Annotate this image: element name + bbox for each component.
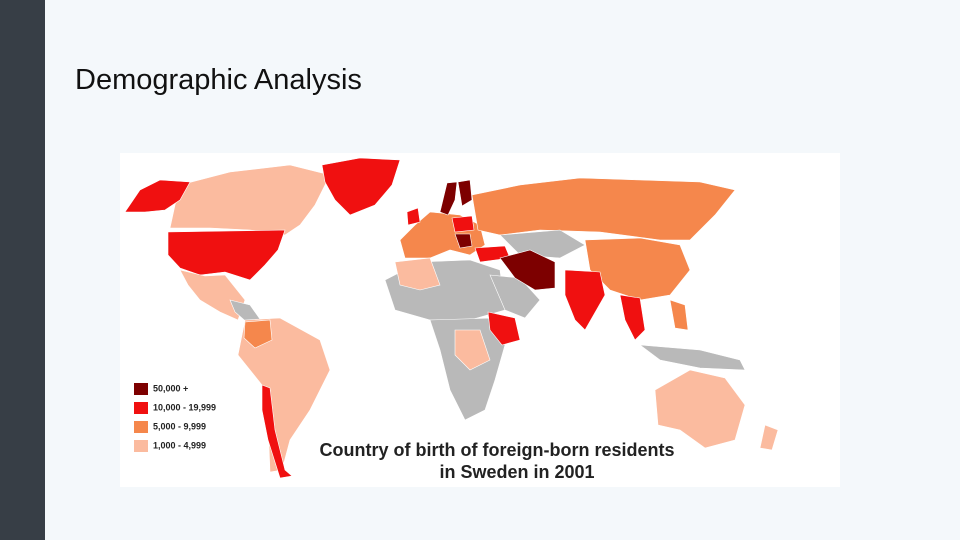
india	[564, 269, 606, 331]
poland	[451, 215, 475, 233]
balkans	[454, 233, 473, 249]
world-map: 50,000 + 10,000 - 19,999 5,000 - 9,999 1,00…	[120, 153, 840, 487]
south-america	[237, 317, 331, 473]
countries	[124, 157, 779, 479]
philippines	[669, 299, 689, 331]
horn-of-africa	[487, 311, 521, 346]
mexico	[179, 269, 246, 321]
greenland	[321, 157, 401, 216]
legend-swatch	[134, 421, 148, 433]
legend-label: 5,000 - 9,999	[153, 421, 206, 431]
new-zealand	[759, 424, 779, 451]
legend-label: 10,000 - 19,999	[153, 402, 216, 412]
colombia	[243, 319, 273, 349]
canada	[169, 164, 331, 236]
uk	[406, 207, 421, 226]
alaska	[124, 179, 191, 213]
chile	[261, 384, 293, 479]
iran-iraq	[499, 249, 556, 291]
map-title: Country of birth of foreign-born residen…	[320, 440, 675, 460]
kazakhstan	[499, 229, 586, 259]
sweden	[439, 181, 458, 216]
legend-swatch	[134, 383, 148, 395]
russia	[471, 177, 736, 241]
west-africa	[394, 257, 441, 291]
slide-title: Demographic Analysis	[75, 64, 362, 96]
side-bar	[0, 0, 45, 540]
legend-label: 50,000 +	[153, 383, 188, 393]
indonesia	[638, 344, 746, 371]
legend-label: 1,000 - 4,999	[153, 440, 206, 450]
southeast-asia	[619, 294, 646, 341]
legend: 50,000 + 10,000 - 19,999 5,000 - 9,999 1,00…	[134, 383, 216, 452]
east-africa	[454, 329, 491, 371]
legend-swatch	[134, 402, 148, 414]
finland	[457, 179, 473, 207]
legend-swatch	[134, 440, 148, 452]
australia	[654, 369, 746, 449]
usa	[167, 229, 286, 281]
map-title: in Sweden in 2001	[439, 462, 594, 482]
